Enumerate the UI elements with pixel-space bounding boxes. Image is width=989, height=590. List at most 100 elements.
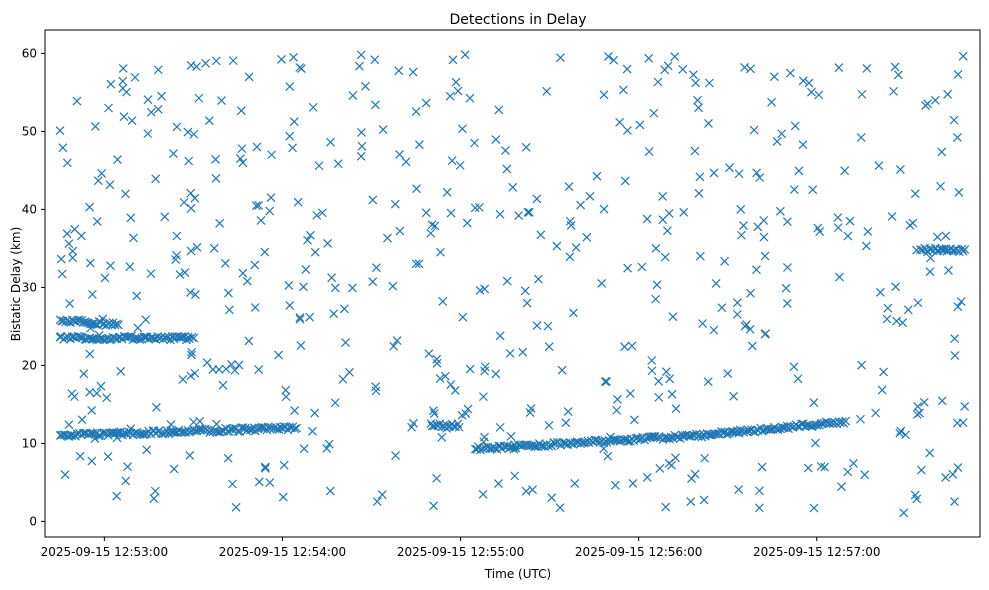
data-point: [244, 336, 254, 346]
data-point: [747, 341, 757, 351]
data-point: [143, 95, 153, 105]
data-point: [937, 147, 947, 157]
data-point: [238, 158, 248, 168]
data-point: [424, 349, 434, 359]
data-point: [201, 58, 210, 68]
data-point: [491, 135, 501, 144]
x-tick-label: 2025-09-15 12:55:00: [397, 545, 524, 559]
data-point: [114, 320, 123, 330]
data-point: [70, 392, 79, 402]
data-point: [790, 121, 800, 131]
data-point: [543, 321, 553, 331]
data-point: [55, 126, 65, 135]
data-point: [86, 323, 96, 333]
data-point: [804, 78, 814, 88]
data-point: [189, 333, 199, 343]
data-point: [521, 142, 531, 152]
data-point: [237, 144, 247, 154]
data-point: [953, 133, 962, 142]
data-point: [686, 431, 695, 441]
data-point: [916, 465, 926, 475]
data-point: [849, 458, 858, 468]
data-point: [700, 453, 710, 463]
data-point: [950, 351, 960, 360]
data-point: [520, 286, 530, 296]
x-axis-label: Time (UTC): [484, 567, 551, 581]
data-point: [777, 129, 787, 139]
data-point: [789, 185, 799, 194]
data-point: [429, 421, 439, 431]
data-point: [509, 444, 519, 454]
data-point: [285, 422, 294, 432]
data-point: [733, 298, 742, 308]
data-point: [90, 434, 100, 444]
data-point: [814, 90, 824, 100]
data-point: [209, 243, 219, 253]
data-point: [97, 428, 107, 438]
data-point: [655, 464, 665, 473]
data-point: [557, 365, 567, 375]
data-point: [649, 108, 659, 118]
data-point: [856, 133, 866, 142]
data-point: [240, 423, 250, 433]
data-point: [723, 369, 733, 378]
data-point: [883, 303, 893, 313]
data-point: [717, 303, 727, 313]
data-point: [585, 191, 595, 201]
data-point: [501, 146, 510, 155]
data-point: [126, 424, 136, 434]
data-point: [183, 127, 193, 137]
data-point: [789, 362, 799, 372]
data-point: [329, 309, 339, 319]
data-point: [771, 424, 781, 434]
data-point: [279, 460, 289, 470]
data-point: [667, 460, 676, 470]
data-point: [609, 55, 619, 65]
data-point: [267, 150, 277, 160]
data-point: [368, 195, 378, 205]
data-point: [520, 440, 530, 450]
data-point: [767, 97, 777, 107]
data-point: [330, 398, 340, 408]
data-point: [882, 314, 892, 324]
data-point: [752, 265, 761, 275]
data-point: [160, 333, 170, 343]
data-point: [250, 260, 260, 270]
data-point: [370, 55, 380, 65]
data-point: [908, 218, 918, 228]
data-point: [781, 283, 791, 293]
data-point: [861, 241, 871, 251]
data-point: [432, 354, 442, 364]
x-tick-label: 2025-09-15 12:57:00: [753, 545, 880, 559]
data-point: [759, 232, 769, 242]
data-point: [238, 268, 248, 278]
data-point: [687, 474, 696, 483]
x-tick-label: 2025-09-15 12:54:00: [219, 545, 346, 559]
data-point: [112, 491, 122, 501]
data-point: [943, 89, 953, 99]
data-point: [67, 431, 77, 440]
data-point: [186, 188, 196, 198]
data-point: [478, 489, 488, 499]
data-point: [440, 371, 450, 381]
data-point: [395, 226, 405, 236]
data-point: [172, 231, 182, 241]
data-point: [602, 377, 611, 387]
data-point: [495, 209, 505, 219]
data-point: [663, 61, 673, 71]
data-point: [65, 299, 75, 309]
data-point: [857, 360, 866, 370]
data-point: [663, 226, 672, 236]
data-point: [495, 422, 505, 432]
data-point: [494, 479, 503, 488]
data-point: [356, 151, 366, 161]
data-point: [85, 258, 95, 268]
data-point: [815, 227, 825, 236]
data-point: [610, 480, 620, 490]
data-point: [377, 490, 387, 500]
data-point: [285, 300, 295, 310]
data-point: [653, 77, 663, 87]
data-point: [834, 63, 844, 73]
data-point: [100, 273, 110, 283]
data-point: [187, 332, 197, 342]
